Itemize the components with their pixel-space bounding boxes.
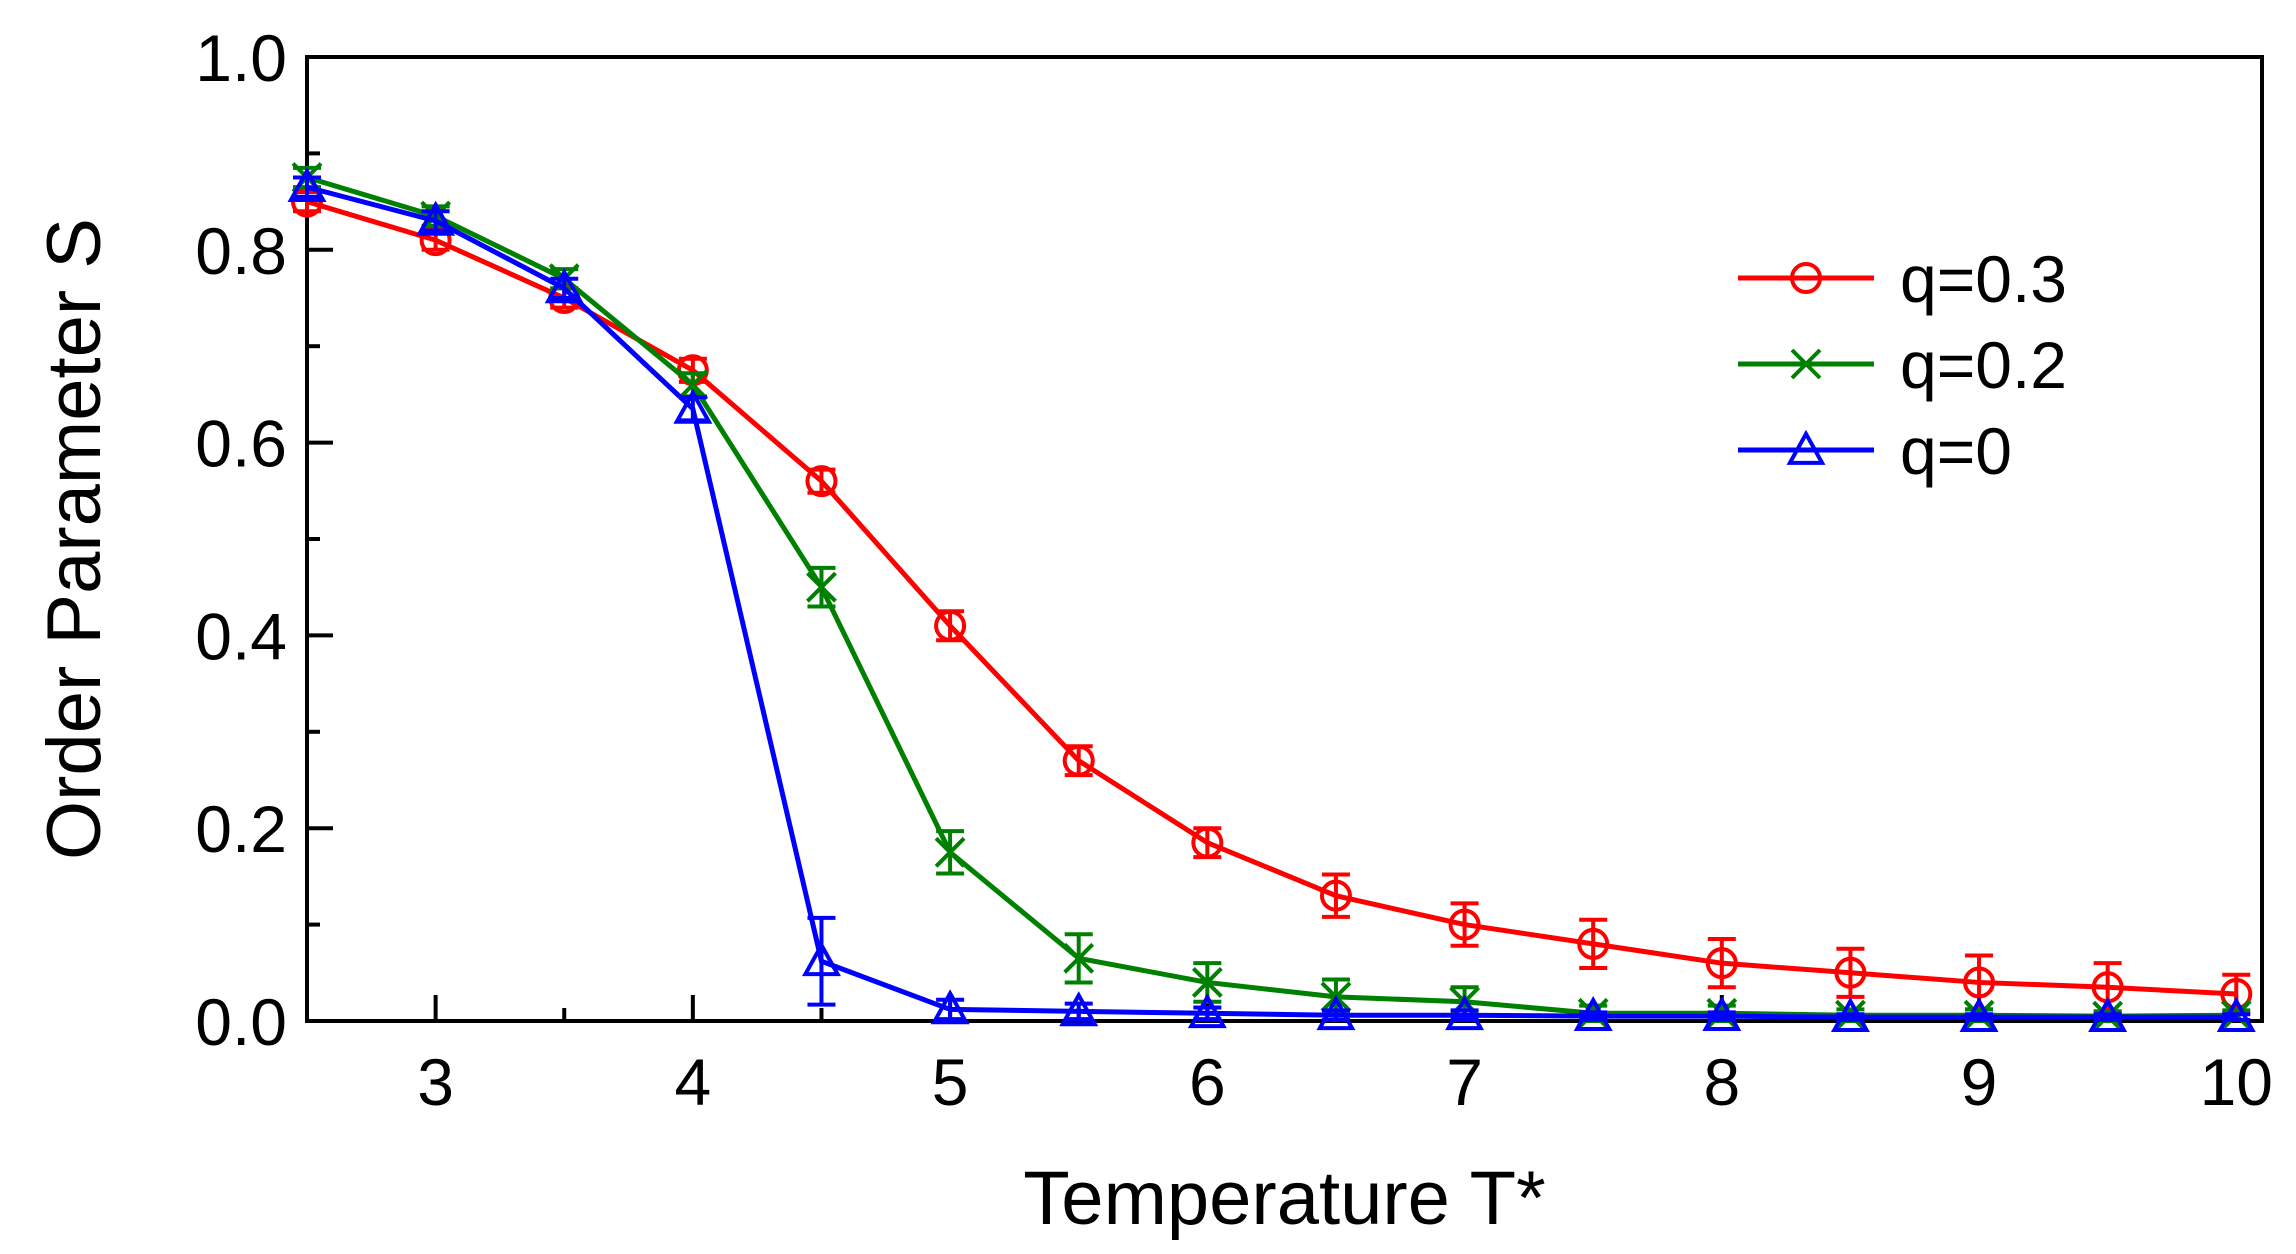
x-tick-label: 10 [2200,1045,2273,1119]
data-point [934,836,966,868]
data-point [934,609,967,642]
legend-marker [1790,262,1822,294]
error-bar [1836,946,1865,999]
legend-label: q=0 [1900,414,2012,488]
data-point [2220,978,2253,1011]
data-point [1059,991,1099,1027]
data-point [2216,996,2256,1033]
data-point [930,989,970,1025]
legend-label: q=0.3 [1900,242,2067,316]
legend-marker [1786,429,1826,465]
y-tick-label: 1.0 [195,21,287,95]
data-point [287,166,327,203]
error-bar [421,209,450,233]
y-tick-label: 0.2 [195,792,287,866]
legend: q=0.3 q=0.2 q=0 [1738,242,2067,488]
y-tick-label: 0.6 [195,407,287,481]
data-point [1316,994,1356,1031]
error-bar [1321,1008,1350,1023]
data-point [1063,942,1095,974]
data-point [1705,947,1738,980]
series-line [306,184,2237,1020]
legend-entry: q=0.3 [1738,242,2067,316]
data-point [1319,879,1352,912]
data-point [1191,826,1224,859]
data-point [673,388,713,424]
legend-entry: q=0.2 [1738,328,2067,402]
data-point [1187,993,1227,1029]
x-tick-label: 4 [674,1045,711,1119]
legend-entry: q=0 [1738,414,2012,488]
error-bar [1193,1005,1222,1022]
y-tick-label: 0.4 [195,599,287,673]
y-axis-title: Order Parameter S [32,218,117,860]
legend-marker [1790,348,1822,380]
legend-label: q=0.2 [1900,328,2067,402]
data-point [677,369,709,401]
error-bar [293,175,321,199]
data-point [1830,996,1870,1033]
y-tick-label: 0.0 [195,985,287,1059]
data-point [1448,908,1481,941]
x-tick-label: 7 [1446,1045,1483,1119]
data-point [1191,967,1223,998]
data-point [2088,996,2128,1033]
x-tick-label: 5 [932,1045,969,1119]
x-axis-title: Temperature T* [1023,1156,1545,1241]
data-point [1445,994,1485,1031]
data-point [1959,996,1999,1033]
error-bar [1064,1001,1093,1022]
data-point [1963,966,1996,999]
y-tick-label: 0.8 [195,214,287,288]
data-point [805,465,838,498]
error-bar [936,997,965,1022]
data-point [1702,995,1742,1032]
x-tick-label: 9 [1961,1045,1998,1119]
data-point [806,571,837,603]
series-q=0 [287,166,2256,1033]
data-point [1834,956,1867,989]
data-point [416,200,456,236]
error-bar [807,915,836,1007]
data-point [1573,995,1613,1032]
error-bar [550,276,579,300]
x-tick-label: 8 [1703,1045,1740,1119]
axis-ticks: 3 4 5 6 7 8 9 10 0.0 0.2 0.4 0.6 0.8 1.0 [195,21,2273,1119]
error-bar [1707,937,1736,990]
data-point [1062,744,1095,777]
data-point [1577,927,1610,960]
x-tick-label: 6 [1189,1045,1226,1119]
error-bar [1579,917,1608,970]
series-group [287,162,2256,1033]
data-point [544,268,584,304]
data-point [801,941,841,977]
x-tick-label: 3 [417,1045,454,1119]
